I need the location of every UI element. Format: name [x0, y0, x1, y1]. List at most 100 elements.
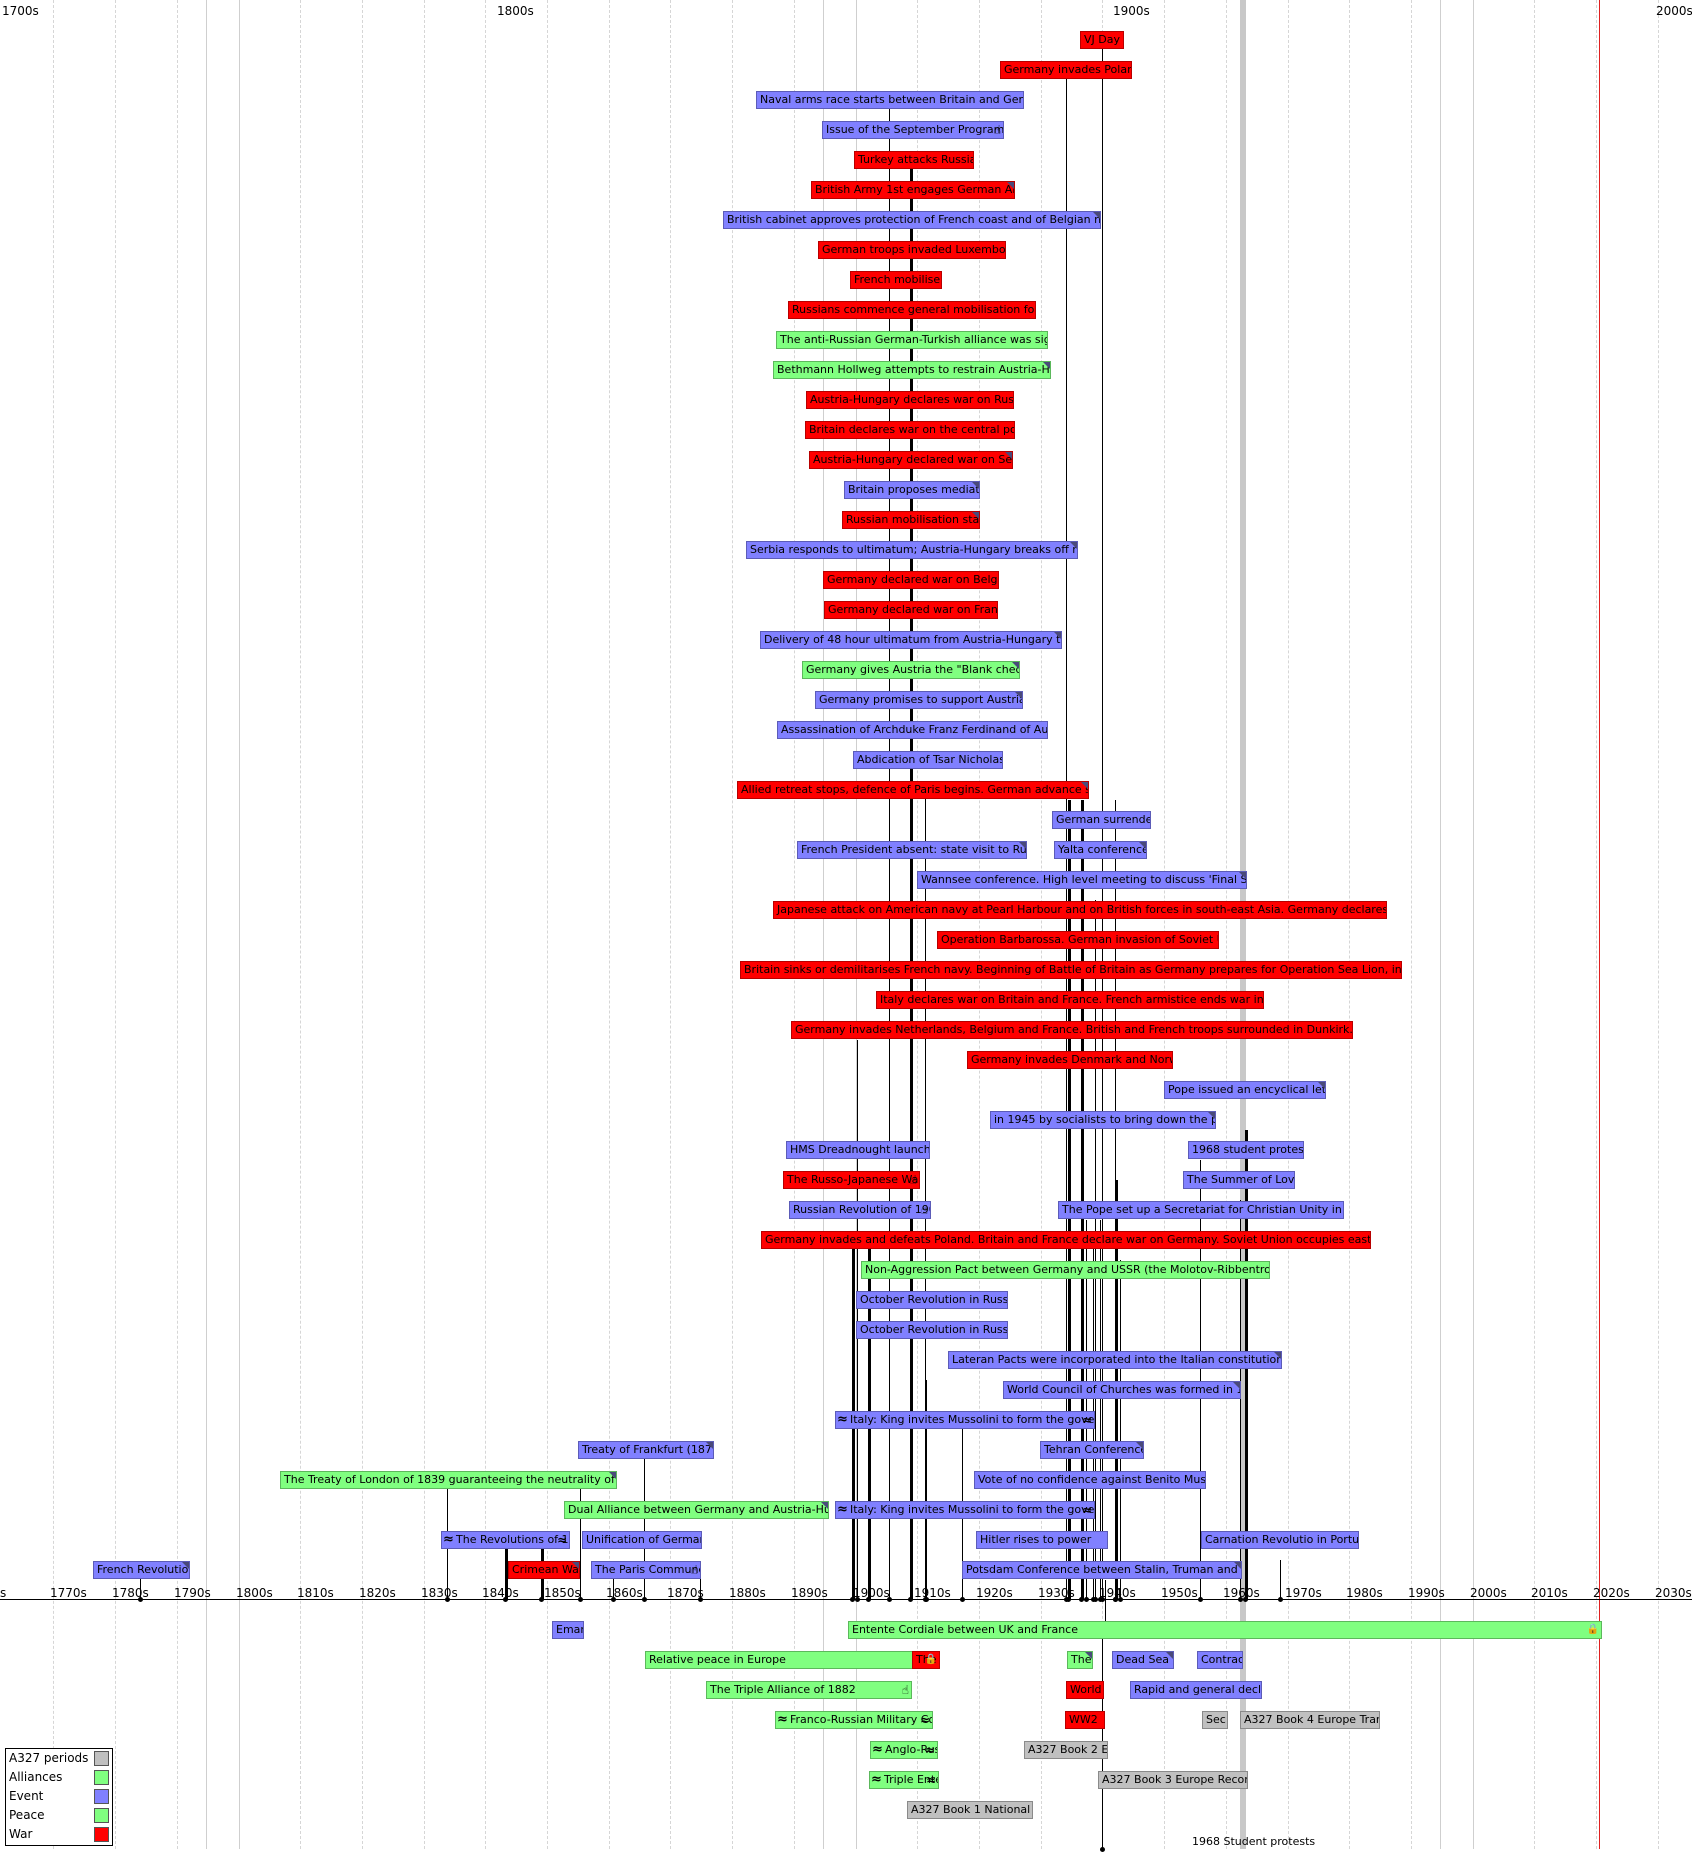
- event-bar[interactable]: Delivery of 48 hour ultimatum from Austr…: [760, 631, 1062, 649]
- event-bar[interactable]: The Summer of Love: [1183, 1171, 1295, 1189]
- event-bar[interactable]: Potsdam Conference between Stalin, Truma…: [962, 1561, 1242, 1579]
- event-bar[interactable]: The Treaty of London of 1839 guaranteein…: [280, 1471, 617, 1489]
- event-bar[interactable]: Wannsee conference. High level meeting t…: [917, 871, 1247, 889]
- period-bar[interactable]: A327 Book 3 Europe Reconstructed: [1098, 1771, 1248, 1789]
- gridline: [670, 0, 671, 1849]
- event-bar[interactable]: Bethmann Hollweg attempts to restrain Au…: [773, 361, 1051, 379]
- event-bar[interactable]: VJ Day: [1080, 31, 1124, 49]
- gridline: [53, 0, 54, 1849]
- event-bar[interactable]: Vote of no confidence against Benito Mus…: [974, 1471, 1206, 1489]
- event-bar[interactable]: Germany promises to support Austria: [815, 691, 1023, 709]
- period-bar[interactable]: Rapid and general decline: [1130, 1681, 1262, 1699]
- event-bar[interactable]: Issue of the September Programme ☝: [822, 121, 1004, 139]
- period-bar[interactable]: A327 Book 4 Europe Transformed: [1240, 1711, 1380, 1729]
- event-bar[interactable]: Germany declared war on Belgium: [823, 571, 999, 589]
- event-bar[interactable]: 1968 student protests: [1188, 1141, 1304, 1159]
- event-label: Yalta conference: [1058, 843, 1147, 856]
- event-bar[interactable]: Carnation Revolutio in Portugal: [1201, 1531, 1359, 1549]
- period-bar[interactable]: Entente Cordiale between UK and France 🔒: [848, 1621, 1602, 1639]
- event-bar[interactable]: Dual Alliance between Germany and Austri…: [564, 1501, 829, 1519]
- period-bar[interactable]: Dead Sea Scrolls: [1112, 1651, 1174, 1669]
- event-bar[interactable]: Allied retreat stops, defence of Paris b…: [737, 781, 1089, 799]
- legend-label: A327 periods: [9, 1751, 89, 1765]
- event-bar[interactable]: British cabinet approves protection of F…: [723, 211, 1101, 229]
- period-bar[interactable]: The: [1067, 1651, 1093, 1669]
- event-stem: [1066, 70, 1067, 1600]
- decade-label: 2000s: [1470, 1586, 1507, 1600]
- event-bar[interactable]: Italy declares war on Britain and France…: [876, 991, 1264, 1009]
- event-stem: [1240, 1200, 1241, 1600]
- event-bar[interactable]: Britain declares war on the central powe…: [805, 421, 1015, 439]
- selection-band[interactable]: [1240, 0, 1246, 1849]
- event-bar[interactable]: Abdication of Tsar Nicholas II: [853, 751, 1003, 769]
- event-bar[interactable]: French mobilise for war: [850, 271, 942, 289]
- event-bar[interactable]: Japanese attack on American navy at Pear…: [773, 901, 1387, 919]
- event-bar[interactable]: Germany invades Poland: [1000, 61, 1132, 79]
- event-bar[interactable]: Pope issued an encyclical letter: [1164, 1081, 1326, 1099]
- event-bar[interactable]: German troops invaded Luxembourg: [818, 241, 1006, 259]
- event-bar[interactable]: Britain proposes mediation: [844, 481, 980, 499]
- event-bar[interactable]: Austria-Hungary declares war on Russia: [806, 391, 1014, 409]
- event-bar[interactable]: Britain sinks or demilitarises French na…: [740, 961, 1402, 979]
- event-bar[interactable]: French Revolution: [93, 1561, 190, 1579]
- period-bar[interactable]: WW2: [1065, 1711, 1105, 1729]
- event-bar[interactable]: Turkey attacks Russia: [854, 151, 974, 169]
- event-bar[interactable]: Yalta conference: [1054, 841, 1147, 859]
- event-bar[interactable]: in 1945 by socialists to bring down the …: [990, 1111, 1216, 1129]
- event-bar[interactable]: ≈The Revolutions of 1848≈: [441, 1531, 570, 1549]
- event-bar[interactable]: Tehran Conference: [1040, 1441, 1144, 1459]
- event-bar[interactable]: Unification of Germany: [582, 1531, 702, 1549]
- event-bar[interactable]: Russians commence general mobilisation f…: [788, 301, 1036, 319]
- event-bar[interactable]: Russian Revolution of 1905 ☝: [789, 1201, 931, 1219]
- event-bar[interactable]: HMS Dreadnought launched: [786, 1141, 930, 1159]
- event-bar[interactable]: Naval arms race starts between Britain a…: [756, 91, 1024, 109]
- period-bar[interactable]: World: [1066, 1681, 1104, 1699]
- event-bar[interactable]: World Council of Churches was formed in …: [1003, 1381, 1241, 1399]
- event-bar[interactable]: Operation Barbarossa. German invasion of…: [937, 931, 1219, 949]
- event-bar[interactable]: October Revolution in Russia: [856, 1291, 1008, 1309]
- decade-label: 1870s: [667, 1586, 704, 1600]
- event-bar[interactable]: Austria-Hungary declared war on Serbia: [809, 451, 1013, 469]
- period-bar[interactable]: A327 Book 1 National Europe: [907, 1801, 1033, 1819]
- event-bar[interactable]: Serbia responds to ultimatum; Austria-Hu…: [746, 541, 1078, 559]
- period-bar[interactable]: Contraception: [1197, 1651, 1243, 1669]
- event-bar[interactable]: The Russo-Japanese War ☝: [783, 1171, 920, 1189]
- event-bar[interactable]: The Paris Commune ☝: [591, 1561, 701, 1579]
- period-bar[interactable]: Sec: [1202, 1711, 1228, 1729]
- period-label: The First World War: [916, 1653, 939, 1666]
- period-bar[interactable]: The Triple Alliance of 1882 ☝: [706, 1681, 912, 1699]
- event-bar[interactable]: Germany declared war on France: [824, 601, 998, 619]
- event-label: Germany invades Denmark and Norway: [971, 1053, 1173, 1066]
- event-bar[interactable]: French President absent: state visit to …: [797, 841, 1027, 859]
- event-bar[interactable]: Germany invades Netherlands, Belgium and…: [791, 1021, 1353, 1039]
- event-bar[interactable]: Germany gives Austria the "Blank cheque": [802, 661, 1020, 679]
- period-bar[interactable]: Relative peace in Europe 🔒: [645, 1651, 937, 1669]
- event-bar[interactable]: ≈ Italy: King invites Mussolini to form t…: [835, 1411, 1095, 1429]
- event-bar[interactable]: Lateran Pacts were incorporated into the…: [948, 1351, 1282, 1369]
- event-bar[interactable]: Non-Aggression Pact between Germany and …: [861, 1261, 1270, 1279]
- period-label: Dead Sea Scrolls: [1116, 1653, 1173, 1666]
- event-bar[interactable]: Crimean War: [508, 1561, 580, 1579]
- event-bar[interactable]: German surrender: [1052, 811, 1151, 829]
- period-bar[interactable]: A327 Book 2 Europe: [1024, 1741, 1108, 1759]
- event-bar[interactable]: ≈ Italy: King invites Mussolini to form t…: [835, 1501, 1095, 1519]
- event-label: Russian Revolution of 1905: [793, 1203, 931, 1216]
- event-bar[interactable]: Treaty of Frankfurt (1871): [578, 1441, 714, 1459]
- event-bar[interactable]: The anti-Russian German-Turkish alliance…: [776, 331, 1048, 349]
- period-bar[interactable]: Emancipation: [552, 1621, 584, 1639]
- event-bar[interactable]: The Pope set up a Secretariat for Christ…: [1058, 1201, 1344, 1219]
- event-bar[interactable]: Germany invades and defeats Poland. Brit…: [761, 1231, 1371, 1249]
- event-bar[interactable]: Germany invades Denmark and Norway: [967, 1051, 1173, 1069]
- event-bar[interactable]: October Revolution in Russia: [856, 1321, 1008, 1339]
- period-bar[interactable]: ≈Anglo-Russian Entente≈: [870, 1741, 938, 1759]
- event-bar[interactable]: British Army 1st engages German Army: [811, 181, 1015, 199]
- period-bar[interactable]: ≈Triple Entente≈: [869, 1771, 939, 1789]
- event-bar[interactable]: Russian mobilisation starts: [842, 511, 980, 529]
- period-bar[interactable]: ≈Franco-Russian Military Convention≈: [775, 1711, 933, 1729]
- period-bar[interactable]: The First World War🔒: [912, 1651, 940, 1669]
- event-label: The anti-Russian German-Turkish alliance…: [780, 333, 1048, 346]
- event-bar[interactable]: Assassination of Archduke Franz Ferdinan…: [777, 721, 1048, 739]
- decade-label: 1900s: [853, 1586, 890, 1600]
- event-bar[interactable]: Hitler rises to power: [976, 1531, 1108, 1549]
